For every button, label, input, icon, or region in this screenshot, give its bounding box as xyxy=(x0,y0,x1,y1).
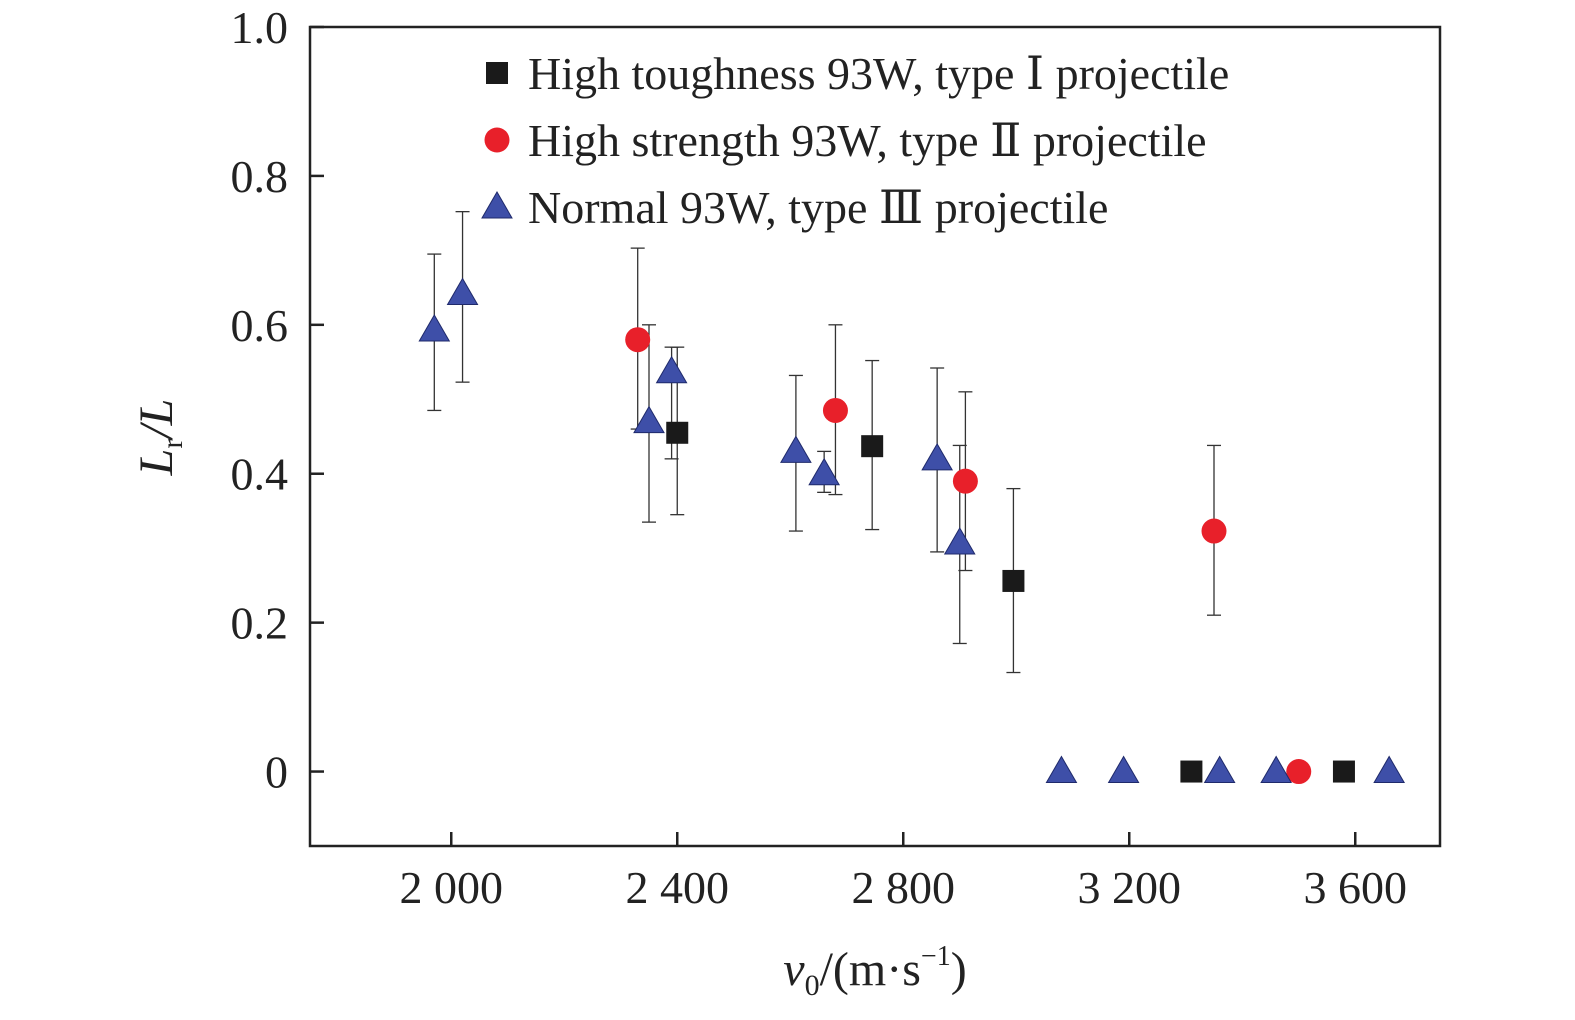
data-point-triangle xyxy=(780,435,812,463)
y-tick-label: 0.6 xyxy=(231,300,289,351)
legend-label: High toughness 93W, type Ⅰ projectile xyxy=(528,48,1229,99)
x-tick-label: 2 000 xyxy=(400,862,504,913)
x-tick-label: 3 600 xyxy=(1304,862,1408,913)
data-point-triangle xyxy=(808,457,841,486)
data-point-triangle xyxy=(655,355,688,384)
data-point-square xyxy=(1002,569,1025,592)
x-tick-label: 2 800 xyxy=(852,862,956,913)
y-tick-label: 1.0 xyxy=(231,2,289,53)
error-bars xyxy=(427,210,1221,674)
data-point-triangle xyxy=(943,526,976,555)
data-point-triangle xyxy=(1373,755,1406,784)
y-tick-label: 0.4 xyxy=(231,449,289,500)
legend-marker-square xyxy=(486,62,508,84)
data-point-square xyxy=(1332,760,1355,783)
x-tick-label: 2 400 xyxy=(626,862,730,913)
legend-marker-circle xyxy=(484,127,510,153)
data-point-circle xyxy=(952,468,978,494)
data-point-triangle xyxy=(418,314,451,342)
data-point-triangle xyxy=(446,277,479,306)
axis-ticks: 2 000 2 400 2 800 3 200 3 600 0 0.2 0.4 0.6 0.8 1.… xyxy=(231,2,1408,913)
legend-marker-triangle xyxy=(481,190,513,219)
data-markers xyxy=(418,277,1406,785)
legend-label: High strength 93W, type Ⅱ projectile xyxy=(528,115,1207,166)
data-point-triangle xyxy=(1107,755,1140,784)
x-tick-label: 3 200 xyxy=(1078,862,1182,913)
y-tick-label: 0.2 xyxy=(231,598,289,649)
data-point-triangle xyxy=(1203,755,1236,784)
y-tick-label: 0.8 xyxy=(231,151,289,202)
data-point-triangle xyxy=(1045,755,1078,784)
data-point-square xyxy=(1180,760,1203,783)
data-point-circle xyxy=(1201,518,1227,544)
x-axis-label: v0/(m·s−1) xyxy=(783,941,966,1002)
plot-frame xyxy=(308,25,1442,848)
data-point-triangle xyxy=(633,405,665,434)
data-point-triangle xyxy=(1260,755,1293,784)
legend: High toughness 93W, type Ⅰ projectile Hig… xyxy=(481,48,1229,233)
data-point-circle xyxy=(1286,759,1312,785)
data-point-triangle xyxy=(921,442,954,471)
data-point-square xyxy=(666,421,689,444)
y-axis-label: Lr/L xyxy=(130,399,189,477)
y-tick-label: 0 xyxy=(265,747,288,798)
data-point-circle xyxy=(625,327,651,353)
data-point-square xyxy=(861,435,884,458)
legend-label: Normal 93W, type Ⅲ projectile xyxy=(528,182,1108,233)
data-point-circle xyxy=(822,397,848,423)
